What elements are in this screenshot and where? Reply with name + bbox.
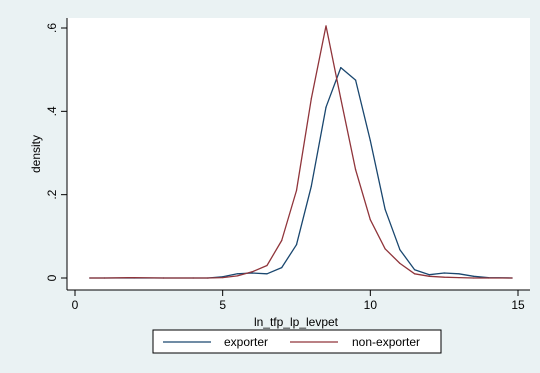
data-point <box>399 262 401 265</box>
y-tick-label: .4 <box>45 106 59 116</box>
data-point <box>236 275 239 277</box>
data-point <box>511 277 513 279</box>
data-point <box>281 239 283 242</box>
data-point <box>458 273 460 275</box>
data-point <box>399 249 401 251</box>
y-tick-label: .2 <box>45 189 59 199</box>
data-point <box>192 277 194 279</box>
legend-label-non-exporter: non-exporter <box>352 335 420 349</box>
x-axis-title: ln_tfp_lp_levpet <box>254 315 339 329</box>
y-axis-title: density <box>29 135 43 173</box>
data-point <box>473 275 475 277</box>
data-point <box>384 248 386 250</box>
data-point <box>325 25 327 27</box>
data-point <box>207 277 209 279</box>
data-point <box>369 219 371 221</box>
data-point <box>251 271 253 273</box>
x-tick-label: 0 <box>72 298 79 312</box>
series-line-non-exporter <box>89 25 513 279</box>
legend: exporter non-exporter <box>152 329 442 354</box>
x-axis: 0 5 10 15 <box>67 289 530 312</box>
data-point <box>487 277 490 279</box>
data-point <box>473 277 475 279</box>
data-point <box>310 185 312 187</box>
y-tick-label: .6 <box>45 23 59 33</box>
data-point <box>103 277 106 279</box>
data-point <box>458 276 460 279</box>
data-point <box>281 266 283 269</box>
data-point <box>443 272 445 274</box>
data-point <box>266 264 268 267</box>
data-point <box>295 189 298 192</box>
data-point <box>222 276 224 279</box>
data-point <box>354 79 357 81</box>
x-tick-label: 10 <box>364 298 378 312</box>
plot-area <box>67 18 530 290</box>
data-point <box>369 139 371 142</box>
data-point <box>89 277 91 279</box>
data-point <box>163 277 165 279</box>
y-tick-label: 0 <box>45 274 59 281</box>
data-point <box>236 273 239 275</box>
data-point <box>384 208 386 210</box>
legend-label-exporter: exporter <box>224 335 268 349</box>
data-point <box>310 98 312 100</box>
data-point <box>325 106 327 108</box>
x-tick-label: 15 <box>511 298 525 312</box>
data-point <box>414 269 416 271</box>
data-point <box>340 98 342 100</box>
data-point <box>443 276 445 278</box>
data-point <box>133 276 135 279</box>
data-point <box>340 66 342 69</box>
series-layer <box>89 25 513 279</box>
data-point <box>354 169 357 171</box>
data-point <box>428 275 430 277</box>
y-axis: 0 .2 .4 .6 <box>45 18 68 290</box>
x-tick-label: 5 <box>219 298 226 312</box>
data-point <box>414 273 416 275</box>
data-point <box>266 273 268 275</box>
data-point <box>428 274 430 276</box>
data-point <box>251 272 253 274</box>
data-point <box>295 244 298 246</box>
